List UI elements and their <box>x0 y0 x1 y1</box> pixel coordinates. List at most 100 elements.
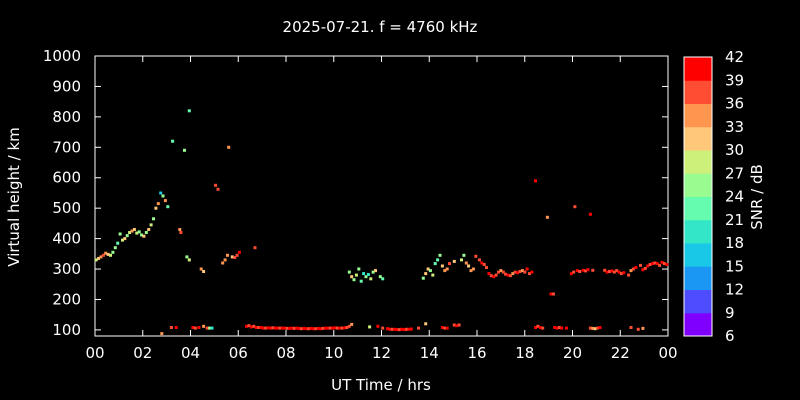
data-point <box>121 238 124 242</box>
data-point <box>536 324 540 328</box>
data-point <box>511 272 515 276</box>
data-point <box>297 326 301 330</box>
data-point <box>504 272 508 276</box>
data-point <box>123 237 127 241</box>
x-tick-label: 08 <box>276 344 295 362</box>
colorbar-swatch <box>684 103 712 128</box>
colorbar-swatch <box>684 150 712 174</box>
data-point <box>326 326 330 330</box>
data-point <box>381 277 385 281</box>
data-point <box>545 215 549 219</box>
y-tick-label: 300 <box>52 260 81 278</box>
x-axis-label: UT Time / hrs <box>331 376 431 394</box>
data-point <box>565 326 568 330</box>
data-point <box>464 261 468 265</box>
data-point <box>156 202 160 206</box>
data-point <box>440 264 444 268</box>
x-tick-label: 16 <box>467 344 486 362</box>
data-point <box>290 326 294 330</box>
data-point <box>651 262 654 266</box>
data-point <box>553 326 557 329</box>
data-point <box>307 327 311 331</box>
colorbar-tick-label: 27 <box>725 164 744 182</box>
y-tick-label: 500 <box>52 199 81 217</box>
data-point <box>431 273 435 277</box>
data-point <box>199 267 203 271</box>
data-point <box>534 179 537 183</box>
data-point <box>622 271 626 275</box>
data-point <box>257 326 260 329</box>
colorbar-border <box>683 56 713 337</box>
colorbar-tick-label: 18 <box>725 234 744 252</box>
data-point <box>455 324 459 328</box>
data-point <box>278 326 282 330</box>
data-point <box>584 269 588 273</box>
data-point <box>551 292 555 296</box>
data-point <box>541 326 545 330</box>
data-point <box>245 324 249 328</box>
data-point <box>417 326 420 330</box>
data-point <box>513 270 517 274</box>
data-point <box>128 231 132 234</box>
data-point <box>499 269 503 273</box>
data-point <box>457 323 461 327</box>
data-point <box>125 234 129 238</box>
data-point <box>178 228 182 231</box>
colorbar-swatch <box>684 57 712 81</box>
data-point <box>494 273 498 277</box>
data-point <box>166 205 170 209</box>
data-point <box>438 253 442 257</box>
data-point <box>530 270 534 274</box>
data-point <box>395 328 399 332</box>
data-point <box>144 231 148 234</box>
y-tick-label: 700 <box>52 138 81 156</box>
data-point <box>216 187 220 191</box>
data-point <box>130 229 134 233</box>
data-point <box>369 277 373 281</box>
data-point <box>169 326 173 329</box>
data-point <box>347 324 351 328</box>
data-point <box>109 253 112 257</box>
data-point <box>452 259 456 263</box>
data-point <box>259 326 263 329</box>
data-point <box>489 274 493 278</box>
data-point <box>357 267 361 271</box>
y-axis-label: Virtual height / km <box>5 127 23 266</box>
data-point <box>402 328 406 332</box>
data-point <box>345 326 349 329</box>
data-point <box>185 255 189 259</box>
data-point <box>314 327 318 331</box>
data-point <box>433 262 437 266</box>
data-point <box>467 264 471 268</box>
data-point <box>549 292 553 296</box>
data-point <box>662 262 666 266</box>
data-point <box>111 250 115 254</box>
data-point <box>179 231 183 234</box>
data-point <box>393 327 397 331</box>
y-axis-ticks: 100 200 300 400 500 600 700 800 900 1000 <box>43 47 668 339</box>
data-point <box>660 260 664 264</box>
data-point <box>202 324 206 328</box>
data-point <box>631 267 635 271</box>
data-point <box>210 326 214 330</box>
data-point <box>359 279 363 283</box>
x-tick-label: 20 <box>563 344 582 362</box>
data-point <box>104 251 108 255</box>
data-point <box>174 326 178 329</box>
data-point <box>421 276 425 280</box>
data-point <box>362 272 366 276</box>
data-point <box>331 326 335 330</box>
data-point <box>338 326 342 330</box>
data-point <box>658 263 662 267</box>
colorbar-tick-label: 33 <box>725 118 744 136</box>
data-point <box>235 253 239 257</box>
data-point <box>118 232 122 236</box>
data-point <box>273 326 277 330</box>
colorbar-swatch <box>684 243 712 267</box>
data-point <box>347 270 351 274</box>
colorbar-tick-label: 24 <box>725 188 744 206</box>
data-point <box>221 261 225 265</box>
colorbar-tick-label: 15 <box>725 257 744 275</box>
data-point <box>485 266 488 269</box>
y-tick-label: 100 <box>52 321 81 339</box>
